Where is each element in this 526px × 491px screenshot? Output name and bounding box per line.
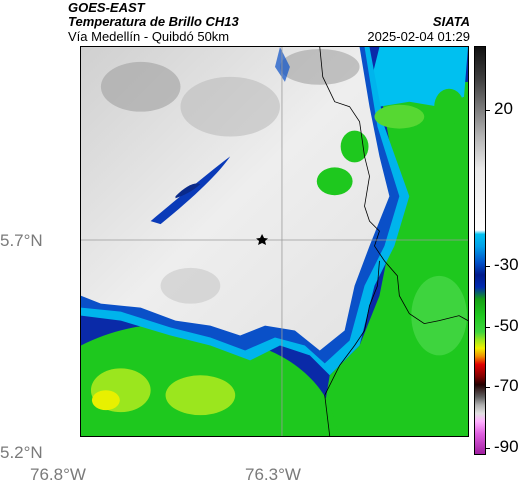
lat-tick-label: 5.7°N bbox=[0, 231, 43, 250]
warm-patch-2 bbox=[165, 375, 236, 416]
colorbar-label: -90 bbox=[494, 437, 519, 456]
timestamp: 2025-02-04 01:29 bbox=[367, 29, 470, 44]
lat-tick-label: 5.2°N bbox=[0, 443, 43, 462]
map-canvas bbox=[81, 47, 468, 436]
lon-tick-label: 76.3°W bbox=[245, 465, 301, 484]
colorbar-label: -30 bbox=[494, 255, 519, 274]
cloud-patch-1 bbox=[100, 61, 181, 112]
lon-tick-label: 76.8°W bbox=[30, 465, 86, 484]
blue-streak-3 bbox=[274, 47, 290, 82]
boundary-line-1 bbox=[319, 47, 468, 325]
warm-patch-4 bbox=[411, 275, 468, 356]
warm-patch-3 bbox=[91, 390, 120, 411]
green-cell-3 bbox=[374, 104, 425, 129]
colorbar-label: -50 bbox=[494, 316, 519, 335]
colorbar-label: -70 bbox=[494, 376, 519, 395]
product-title: Temperatura de Brillo CH13 bbox=[68, 14, 239, 29]
cloud-patch-2 bbox=[180, 76, 280, 137]
region-subtitle: Vía Medellín - Quibdó 50km bbox=[68, 29, 230, 44]
cloud-patch-3 bbox=[279, 48, 360, 85]
blue-streak-2 bbox=[175, 183, 201, 199]
temperature-colorbar bbox=[474, 46, 486, 455]
colorbar-tick bbox=[485, 266, 490, 267]
colorbar-tick bbox=[485, 387, 490, 388]
organization-label: SIATA bbox=[432, 14, 470, 29]
green-cell-1 bbox=[340, 130, 369, 163]
colorbar-tick bbox=[485, 110, 490, 111]
colorbar-tick bbox=[485, 448, 490, 449]
colorbar-tick bbox=[485, 327, 490, 328]
cloud-patch-4 bbox=[160, 267, 221, 304]
cyan-band-north bbox=[81, 47, 468, 107]
satellite-source: GOES-EAST bbox=[68, 0, 145, 15]
colorbar-label: 20 bbox=[494, 99, 513, 118]
boundary-line-2 bbox=[324, 260, 380, 436]
star-icon[interactable] bbox=[256, 234, 269, 245]
satellite-map[interactable] bbox=[80, 46, 469, 437]
green-cell-4 bbox=[434, 88, 465, 125]
cold-cloud-mass bbox=[81, 47, 390, 351]
green-cell-2 bbox=[316, 167, 353, 196]
